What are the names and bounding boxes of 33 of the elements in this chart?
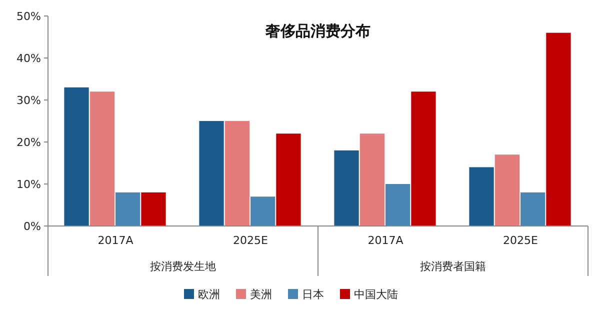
bar xyxy=(411,92,436,226)
bar xyxy=(494,154,520,226)
bar xyxy=(520,192,546,226)
y-tick-label: 50% xyxy=(16,10,41,23)
text: 按消费者国籍 xyxy=(420,260,486,273)
bar xyxy=(250,196,276,226)
bar xyxy=(224,121,250,226)
legend-label: 中国大陆 xyxy=(354,288,398,301)
y-tick-label: 30% xyxy=(16,94,41,107)
y-tick-label: 20% xyxy=(16,136,41,149)
bar xyxy=(360,134,384,226)
text: 按消费发生地 xyxy=(150,260,216,273)
bar xyxy=(116,192,140,226)
y-tick-label: 10% xyxy=(16,178,41,191)
y-tick-label: 0% xyxy=(24,220,41,233)
bar xyxy=(334,150,359,226)
chart-title: 奢侈品消费分布 xyxy=(264,22,370,40)
bar xyxy=(199,121,224,226)
bar xyxy=(141,192,166,226)
legend-label: 日本 xyxy=(302,288,324,301)
x-tick-label: 2025E xyxy=(233,234,268,247)
bar xyxy=(276,134,301,226)
bar xyxy=(386,184,410,226)
bar xyxy=(546,32,571,226)
bar xyxy=(64,87,89,226)
x-tick-label: 2025E xyxy=(503,234,538,247)
legend-label: 欧洲 xyxy=(198,288,220,301)
legend-label: 美洲 xyxy=(250,288,272,301)
x-tick-label: 2017A xyxy=(98,234,134,247)
bar xyxy=(90,92,114,226)
y-tick-label: 40% xyxy=(16,52,41,65)
x-tick-label: 2017A xyxy=(368,234,404,247)
bar xyxy=(469,167,494,226)
